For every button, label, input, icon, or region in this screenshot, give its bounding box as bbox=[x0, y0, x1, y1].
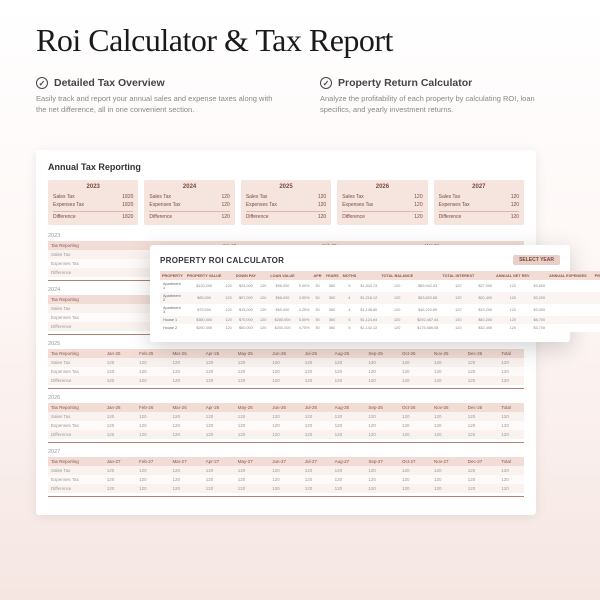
feature-desc: Analyze the profitability of each proper… bbox=[320, 94, 564, 116]
year-block: 2023 Sales Tax1820 Expenses Tax1820 Diff… bbox=[48, 180, 138, 225]
month-section: 2026 Tax ReportingJan-26Feb-26Mar-26Apr-… bbox=[48, 395, 524, 443]
feature-head: Property Return Calculator bbox=[338, 77, 472, 89]
year-block: 2025 Sales Tax120 Expenses Tax120 Differ… bbox=[241, 180, 331, 225]
select-year-button[interactable]: SELECT YEAR bbox=[513, 255, 560, 265]
roi-panel: PROPERTY ROI CALCULATOR SELECT YEAR PROP… bbox=[150, 245, 570, 342]
roi-table: PROPERTYPROPERTY VALUEDOWN PAYLOAN VALUE… bbox=[160, 271, 600, 332]
page-title: Roi Calculator & Tax Report bbox=[0, 0, 600, 59]
year-block: 2024 Sales Tax120 Expenses Tax120 Differ… bbox=[144, 180, 234, 225]
feature-head: Detailed Tax Overview bbox=[54, 77, 165, 89]
year-block: 2026 Sales Tax120 Expenses Tax120 Differ… bbox=[337, 180, 427, 225]
month-section: 2027 Tax ReportingJan-27Feb-27Mar-27Apr-… bbox=[48, 449, 524, 497]
check-icon: ✓ bbox=[320, 77, 332, 89]
feature-roi: ✓ Property Return Calculator Analyze the… bbox=[320, 77, 564, 116]
roi-title: PROPERTY ROI CALCULATOR bbox=[160, 256, 284, 265]
roi-row: Apartment 2$85,000120$97,000120$68,0004.… bbox=[160, 292, 600, 304]
feature-desc: Easily track and report your annual sale… bbox=[36, 94, 280, 116]
roi-row: House 2$250,000120$50,000120$200,0004.75… bbox=[160, 324, 600, 332]
tax-panel-title: Annual Tax Reporting bbox=[48, 162, 524, 172]
check-icon: ✓ bbox=[36, 77, 48, 89]
year-blocks: 2023 Sales Tax1820 Expenses Tax1820 Diff… bbox=[48, 180, 524, 225]
roi-row: Apartment 1$120,000120$24,000120$96,0005… bbox=[160, 280, 600, 292]
month-section: 2025 Tax ReportingJan-25Feb-25Mar-25Apr-… bbox=[48, 341, 524, 389]
year-block: 2027 Sales Tax120 Expenses Tax120 Differ… bbox=[434, 180, 524, 225]
roi-row: House 1$350,000120$70,000120$280,0005.50… bbox=[160, 316, 600, 324]
feature-tax: ✓ Detailed Tax Overview Easily track and… bbox=[36, 77, 280, 116]
roi-row: Apartment 3$75,000120$15,000120$60,0004.… bbox=[160, 304, 600, 316]
features-row: ✓ Detailed Tax Overview Easily track and… bbox=[0, 59, 600, 116]
